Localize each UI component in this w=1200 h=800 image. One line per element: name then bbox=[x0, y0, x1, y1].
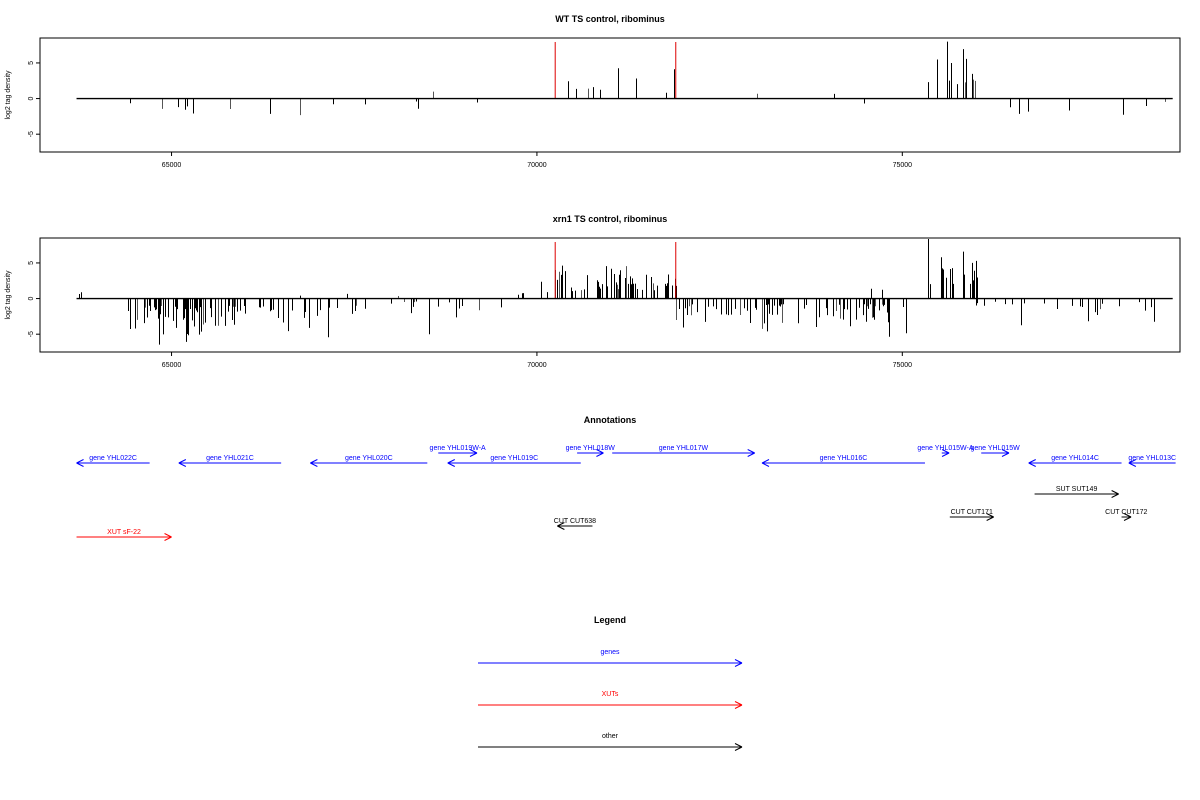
feature-label: gene YHL018W bbox=[566, 445, 616, 452]
feature-other: CUT CUT172 bbox=[1105, 509, 1148, 521]
feature-label: CUT CUT638 bbox=[554, 518, 596, 525]
region-markers bbox=[554, 242, 677, 299]
y-axis-label: log2 tag density bbox=[5, 70, 12, 120]
feature-label: CUT CUT172 bbox=[1105, 509, 1147, 516]
feature-gene: gene YHL017W bbox=[612, 445, 755, 457]
plot-frame bbox=[39, 237, 1181, 353]
feature-label: gene YHL019C bbox=[490, 455, 538, 462]
legend: Legend genes XUTs other bbox=[478, 615, 743, 751]
x-tick-label: 75000 bbox=[893, 162, 913, 169]
x-tick-label: 65000 bbox=[162, 162, 182, 169]
legend-label: XUTs bbox=[602, 691, 619, 698]
y-axis: -5 0 5 bbox=[28, 61, 40, 137]
y-tick-label: 5 bbox=[28, 261, 35, 265]
region-markers bbox=[554, 42, 677, 99]
annotations-title: Annotations bbox=[584, 415, 637, 425]
feature-label: gene YHL022C bbox=[89, 455, 137, 462]
wt-ts-control-panel: WT TS control, ribominus -5 0 5 65000 70000… bbox=[5, 14, 1181, 169]
y-tick-label: -5 bbox=[28, 131, 35, 137]
tag-density-bars bbox=[79, 238, 1155, 345]
y-tick-label: 0 bbox=[28, 97, 35, 101]
x-tick-label: 70000 bbox=[527, 162, 547, 169]
feature-label: CUT CUT171 bbox=[951, 509, 993, 516]
feature-label: gene YHL015W bbox=[970, 445, 1020, 452]
annotations-track: Annotations gene YHL022C gene YHL021C gene… bbox=[76, 415, 1176, 541]
feature-xut: XUT sF-22 bbox=[76, 529, 172, 541]
feature-gene: gene YHL022C bbox=[76, 455, 150, 467]
y-tick-label: 0 bbox=[28, 297, 35, 301]
feature-gene: gene YHL019W-A bbox=[430, 445, 486, 457]
y-tick-label: -5 bbox=[28, 331, 35, 337]
x-axis: 65000 70000 75000 bbox=[162, 352, 912, 369]
x-tick-label: 65000 bbox=[162, 362, 182, 369]
feature-label: gene YHL021C bbox=[206, 455, 254, 462]
feature-list: gene YHL022C gene YHL021C gene YHL020C gene… bbox=[76, 445, 1176, 541]
legend-items: genes XUTs other bbox=[478, 649, 743, 751]
legend-title: Legend bbox=[594, 615, 626, 625]
feature-gene: gene YHL016C bbox=[761, 455, 925, 467]
feature-label: gene YHL017W bbox=[659, 445, 709, 452]
feature-label: gene YHL020C bbox=[345, 455, 393, 462]
x-tick-label: 70000 bbox=[527, 362, 547, 369]
feature-gene: gene YHL015W bbox=[970, 445, 1020, 457]
panel-title: xrn1 TS control, ribominus bbox=[553, 214, 668, 224]
feature-label: gene YHL016C bbox=[820, 455, 868, 462]
x-axis: 65000 70000 75000 bbox=[162, 152, 912, 169]
feature-label: SUT SUT149 bbox=[1056, 486, 1098, 493]
legend-item: XUTs bbox=[478, 691, 743, 709]
feature-other: SUT SUT149 bbox=[1034, 486, 1119, 498]
y-axis: -5 0 5 bbox=[28, 261, 40, 337]
feature-other: CUT CUT171 bbox=[949, 509, 994, 521]
feature-gene: gene YHL014C bbox=[1028, 455, 1122, 467]
legend-item: genes bbox=[478, 649, 743, 667]
x-tick-label: 75000 bbox=[893, 362, 913, 369]
feature-label: XUT sF-22 bbox=[107, 529, 141, 536]
feature-label: gene YHL015W-A bbox=[917, 445, 973, 452]
feature-gene: gene YHL015W-A bbox=[917, 445, 974, 457]
panel-title: WT TS control, ribominus bbox=[555, 14, 665, 24]
feature-other: CUT CUT638 bbox=[554, 518, 596, 530]
plot-frame bbox=[39, 37, 1181, 153]
legend-label: genes bbox=[600, 649, 620, 656]
legend-label: other bbox=[602, 733, 619, 740]
feature-label: gene YHL013C bbox=[1128, 455, 1176, 462]
feature-gene: gene YHL021C bbox=[178, 455, 282, 467]
xrn1-ts-control-panel: xrn1 TS control, ribominus -5 0 5 65000 700… bbox=[5, 214, 1181, 369]
tag-density-bars bbox=[130, 41, 1166, 116]
feature-gene: gene YHL018W bbox=[566, 445, 616, 457]
feature-gene: gene YHL013C bbox=[1128, 455, 1176, 467]
feature-label: gene YHL019W-A bbox=[430, 445, 486, 452]
feature-gene: gene YHL019C bbox=[447, 455, 581, 467]
feature-label: gene YHL014C bbox=[1051, 455, 1099, 462]
feature-gene: gene YHL020C bbox=[310, 455, 428, 467]
y-tick-label: 5 bbox=[28, 61, 35, 65]
y-axis-label: log2 tag density bbox=[5, 270, 12, 320]
legend-item: other bbox=[478, 733, 743, 751]
